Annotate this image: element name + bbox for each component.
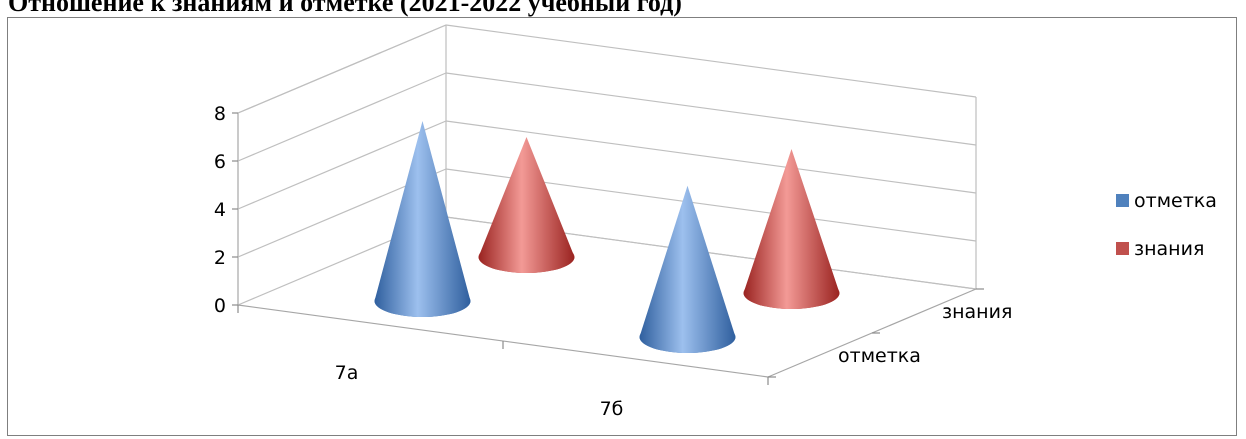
cone-body [639,185,736,353]
cone-body [374,121,471,317]
depth-tick-label: знания [942,301,1012,323]
cone-знания-7б [743,149,840,309]
cone-знания-7а [478,137,575,273]
chart-walls [237,24,977,306]
chart-legend: отметка знания [1116,190,1217,260]
side-wall-gridline [237,120,447,210]
legend-label: отметка [1134,190,1217,212]
y-tick-label: 8 [214,103,226,125]
x-tick-label: 7б [600,398,624,420]
depth-tick-label: отметка [838,345,921,367]
y-tick-label: 0 [214,295,226,317]
y-tick-label: 4 [214,199,226,221]
y-tick-label: 2 [214,247,226,269]
back-wall-gridline [445,120,977,194]
legend-label: знания [1134,238,1204,260]
chart-labels: 0 2 4 6 8 7а 7б отметка знания [214,103,1012,420]
chart-title: Отношение к знаниям и отметке (2021-2022… [8,0,682,17]
cone-body [478,137,575,273]
cone-отметка-7б [639,185,736,353]
x-tick-label: 7а [335,362,359,384]
side-wall-gridline [237,72,447,162]
back-wall-gridline [445,72,977,146]
back-wall-gridline [445,24,977,98]
legend-swatch [1116,194,1129,207]
y-tick-label: 6 [214,151,226,173]
chart-marks [374,121,840,353]
chart-axes [232,112,984,385]
side-wall-gridline [237,24,447,114]
chart-frame [7,17,1237,436]
cone-отметка-7а [374,121,471,317]
cone-body [743,149,840,309]
legend-swatch [1116,242,1129,255]
